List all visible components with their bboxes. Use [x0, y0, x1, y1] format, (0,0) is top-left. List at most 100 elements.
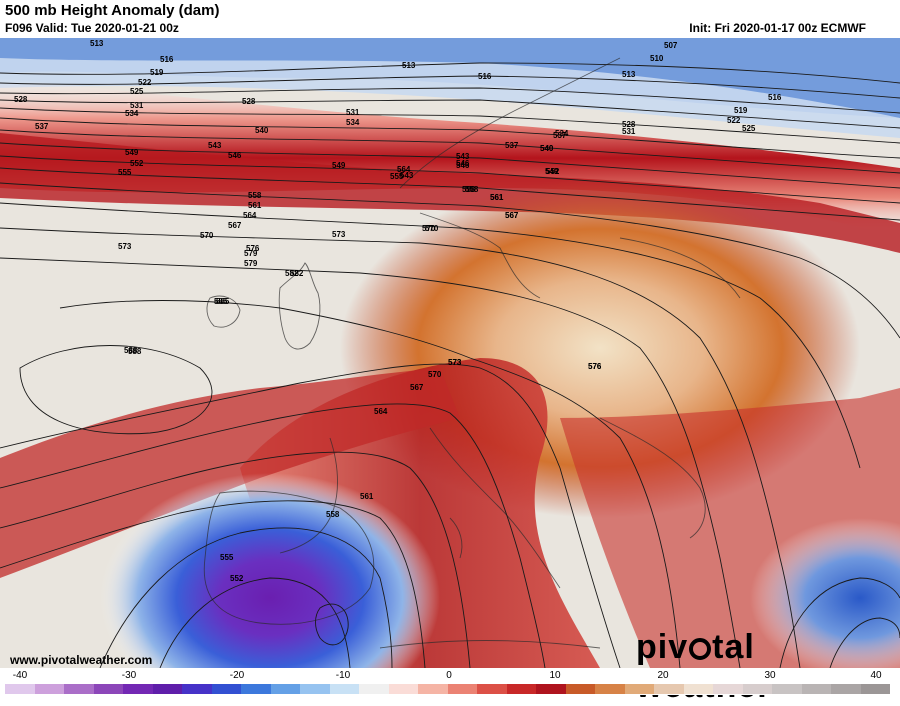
contour-label: 576: [246, 244, 260, 253]
contour-label: 564: [243, 211, 257, 220]
contour-label: 588: [128, 347, 142, 356]
contour-label: 570: [425, 224, 439, 233]
colorbar-swatch: [123, 684, 153, 694]
colorbar-tick: 30: [764, 670, 776, 681]
colorbar-swatch: [34, 684, 64, 694]
colorbar-swatch: [506, 684, 536, 694]
colorbar-strip: [5, 684, 890, 694]
contour-label: 579: [244, 259, 258, 268]
contour-label: 558: [462, 185, 476, 194]
colorbar-swatch: [654, 684, 684, 694]
contour-label: 540: [255, 126, 269, 135]
contour-label: 537: [35, 122, 49, 131]
colorbar-tick: -30: [121, 670, 137, 681]
coastlines: [203, 57, 741, 649]
colorbar-swatch: [683, 684, 713, 694]
header: 500 mb Height Anomaly (dam) F096 Valid: …: [0, 0, 900, 38]
colorbar: -40 -30 -20 -10 0 10 20 30 40: [0, 669, 900, 695]
contour-label: 567: [505, 211, 519, 220]
contour-label: 564: [374, 407, 388, 416]
contour-label: 519: [150, 68, 164, 77]
colorbar-swatch: [742, 684, 772, 694]
contour-label: 573: [332, 230, 346, 239]
colorbar-swatch: [713, 684, 743, 694]
logo-ring-icon: [689, 638, 712, 660]
contour-label: 573: [448, 358, 462, 367]
colorbar-swatch: [270, 684, 300, 694]
map-canvas: 513 516 519 522 525 528 531 534 537 540 …: [0, 38, 900, 668]
anomaly-map: 513 516 519 522 525 528 531 534 537 540 …: [0, 38, 900, 668]
contour-label: 537: [553, 131, 567, 140]
contour-label: 552: [546, 167, 560, 176]
contour-label: 549: [125, 148, 139, 157]
northern-positive-band: [0, 78, 900, 238]
contour-label: 522: [727, 116, 741, 125]
contour-label: 561: [490, 193, 504, 202]
contour-label: 531: [622, 127, 636, 136]
contour-label: 519: [734, 106, 748, 115]
contour-label: 558: [465, 185, 479, 194]
contour-label: 546: [228, 151, 242, 160]
contour-label: 561: [360, 492, 374, 501]
contour-label: 555: [390, 172, 404, 181]
colorbar-swatch: [64, 684, 94, 694]
map-title: 500 mb Height Anomaly (dam): [5, 2, 220, 19]
colorbar-swatch: [772, 684, 802, 694]
valid-time: F096 Valid: Tue 2020-01-21 00z: [5, 21, 179, 35]
contour-labels: 513 516 519 522 525 528 531 534 537 540 …: [14, 39, 782, 583]
colorbar-swatch: [329, 684, 359, 694]
contour-label: 567: [410, 383, 424, 392]
brand-prefix: piv: [636, 628, 689, 666]
contour-label: 543: [400, 171, 414, 180]
contour-label: 531: [130, 101, 144, 110]
contour-label: 582: [285, 269, 299, 278]
contour-label: 576: [588, 362, 602, 371]
contour-label: 516: [160, 55, 174, 64]
contour-label: 570: [200, 231, 214, 240]
colorbar-swatch: [241, 684, 271, 694]
contour-label: 549: [332, 161, 346, 170]
iberian-cutoff-low: [100, 473, 440, 668]
colorbar-tick: -10: [335, 670, 351, 681]
contour-label: 513: [90, 39, 104, 48]
init-time: Init: Fri 2020-01-17 00z ECMWF: [689, 21, 866, 35]
contour-label: 540: [540, 144, 554, 153]
colorbar-swatch: [300, 684, 330, 694]
colorbar-swatch: [536, 684, 566, 694]
contour-label: 525: [742, 124, 756, 133]
colorbar-tick: 10: [549, 670, 561, 681]
colorbar-tick: 20: [657, 670, 669, 681]
eastern-mediterranean-low: [750, 518, 900, 668]
contour-label: 543: [208, 141, 222, 150]
colorbar-swatch: [182, 684, 212, 694]
contour-label: 564: [397, 165, 411, 174]
contour-label: 555: [118, 168, 132, 177]
contour-label: 540: [540, 144, 554, 153]
contour-label: 558: [326, 510, 340, 519]
contour-label: 507: [664, 41, 678, 50]
colorbar-swatch: [211, 684, 241, 694]
contour-label: 546: [456, 161, 470, 170]
contour-label: 537: [505, 141, 519, 150]
colorbar-swatch: [5, 684, 35, 694]
colorbar-tick: 0: [446, 670, 452, 681]
contour-label: 588: [124, 346, 138, 355]
contour-label: 582: [290, 269, 304, 278]
contour-label: 573: [448, 358, 462, 367]
contour-label: 513: [622, 70, 636, 79]
contour-label: 552: [130, 159, 144, 168]
contour-label: 570: [422, 224, 436, 233]
contour-label: 525: [130, 87, 144, 96]
contour-label: 531: [346, 108, 360, 117]
colorbar-swatch: [595, 684, 625, 694]
colorbar-swatch: [477, 684, 507, 694]
colorbar-swatch: [565, 684, 595, 694]
contour-label: 567: [228, 221, 242, 230]
colorbar-swatch: [359, 684, 389, 694]
contour-label: 555: [220, 553, 234, 562]
contour-label: 516: [478, 72, 492, 81]
contour-label: 567: [505, 211, 519, 220]
contour-label: 513: [402, 61, 416, 70]
colorbar-swatch: [93, 684, 123, 694]
colorbar-swatch: [152, 684, 182, 694]
